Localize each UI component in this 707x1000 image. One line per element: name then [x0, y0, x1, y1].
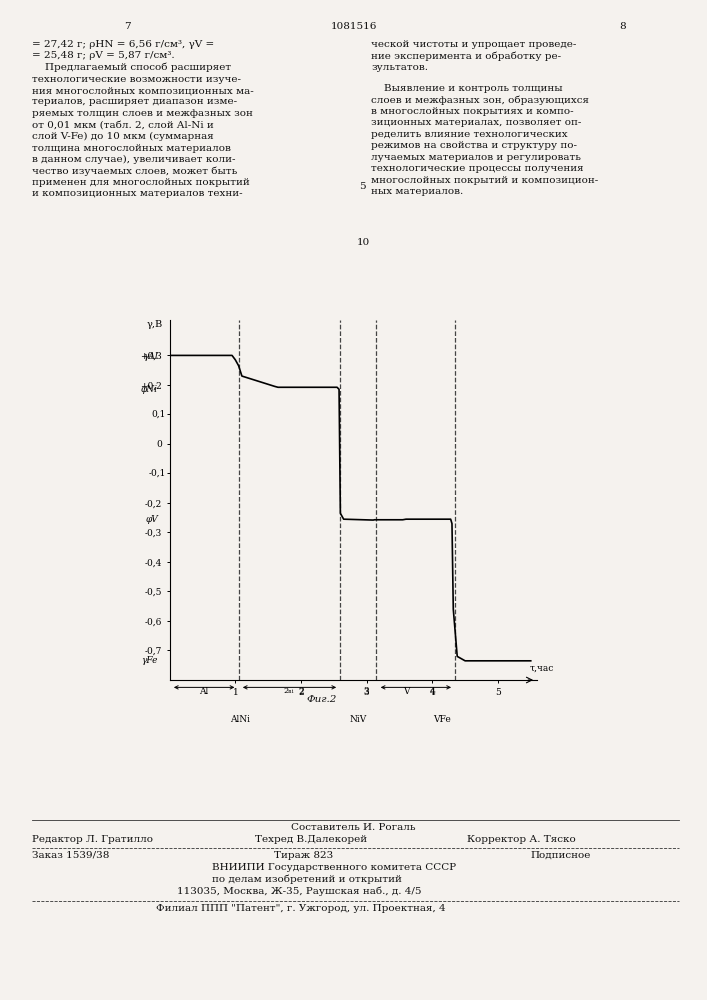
Text: φNi: φNi — [141, 385, 158, 394]
Text: в многослойных покрытиях и компо-: в многослойных покрытиях и компо- — [371, 107, 574, 116]
Text: Заказ 1539/38: Заказ 1539/38 — [32, 851, 109, 860]
Text: τ,час: τ,час — [530, 664, 554, 673]
Text: Тираж 823: Тираж 823 — [274, 851, 334, 860]
Text: 2ₙᵢ: 2ₙᵢ — [284, 687, 295, 695]
Text: = 27,42 г; ρНN = 6,56 г/см³, γV =: = 27,42 г; ρНN = 6,56 г/см³, γV = — [32, 40, 214, 49]
Text: ных материалов.: ных материалов. — [371, 187, 463, 196]
Text: 10: 10 — [357, 238, 370, 247]
Text: Корректор А. Тяско: Корректор А. Тяско — [467, 835, 575, 844]
Text: 0,1: 0,1 — [152, 410, 166, 419]
Text: 1081516: 1081516 — [330, 22, 377, 31]
Text: ние эксперимента и обработку ре-: ние эксперимента и обработку ре- — [371, 51, 561, 61]
Text: -0,1: -0,1 — [148, 469, 166, 478]
Text: применен для многослойных покрытий: применен для многослойных покрытий — [32, 178, 250, 187]
Text: ния многослойных композиционных ма-: ния многослойных композиционных ма- — [32, 86, 254, 95]
Text: Техред В.Далекорей: Техред В.Далекорей — [255, 835, 367, 844]
Text: чество изучаемых слоев, может быть: чество изучаемых слоев, может быть — [32, 167, 237, 176]
Text: толщина многослойных материалов: толщина многослойных материалов — [32, 144, 230, 153]
Text: териалов, расширяет диапазон изме-: териалов, расширяет диапазон изме- — [32, 98, 237, 106]
Text: Редактор Л. Гратилло: Редактор Л. Гратилло — [32, 835, 153, 844]
Text: 7: 7 — [124, 22, 131, 31]
Text: γ,B: γ,B — [147, 320, 163, 329]
Text: γFe: γFe — [141, 656, 158, 665]
Text: AlNi: AlNi — [230, 715, 250, 724]
Text: лучаемых материалов и регулировать: лучаемых материалов и регулировать — [371, 153, 581, 162]
Text: Подписное: Подписное — [530, 851, 590, 860]
Text: 5: 5 — [359, 182, 366, 191]
Text: γAl: γAl — [143, 352, 158, 361]
Text: φV: φV — [145, 515, 158, 524]
Text: Составитель И. Рогаль: Составитель И. Рогаль — [291, 823, 416, 832]
Text: зультатов.: зультатов. — [371, 63, 428, 72]
Text: слой V-Fe) до 10 мкм (суммарная: слой V-Fe) до 10 мкм (суммарная — [32, 132, 214, 141]
Text: NiV: NiV — [349, 715, 367, 724]
Text: V: V — [403, 687, 409, 696]
Text: от 0,01 мкм (табл. 2, слой Al-Ni и: от 0,01 мкм (табл. 2, слой Al-Ni и — [32, 120, 214, 129]
Text: по делам изобретений и открытий: по делам изобретений и открытий — [212, 875, 402, 884]
Text: ряемых толщин слоев и межфазных зон: ряемых толщин слоев и межфазных зон — [32, 109, 252, 118]
Text: зиционных материалаx, позволяет оп-: зиционных материалаx, позволяет оп- — [371, 118, 582, 127]
Text: технологические возможности изуче-: технологические возможности изуче- — [32, 75, 241, 84]
Text: 3: 3 — [364, 687, 370, 696]
Text: многослойных покрытий и композицион-: многослойных покрытий и композицион- — [371, 176, 598, 185]
Text: Фиг.2: Фиг.2 — [307, 695, 337, 704]
Text: ределить влияние технологических: ределить влияние технологических — [371, 130, 568, 139]
Text: = 25,48 г; ρV = 5,87 г/см³.: = 25,48 г; ρV = 5,87 г/см³. — [32, 51, 175, 60]
Text: Выявление и контроль толщины: Выявление и контроль толщины — [371, 84, 563, 93]
Text: и композиционных материалов техни-: и композиционных материалов техни- — [32, 190, 243, 198]
Text: режимов на свойства и структуру по-: режимов на свойства и структуру по- — [371, 141, 577, 150]
Text: 2: 2 — [298, 687, 304, 696]
Text: 4: 4 — [429, 687, 435, 696]
Text: в данном случае), увеличивает коли-: в данном случае), увеличивает коли- — [32, 155, 235, 164]
Text: слоев и межфазных зон, образующихся: слоев и межфазных зон, образующихся — [371, 95, 589, 105]
Text: VFe: VFe — [433, 715, 451, 724]
Text: Предлагаемый способ расширяет: Предлагаемый способ расширяет — [32, 63, 231, 73]
Text: 113035, Москва, Ж-35, Раушская наб., д. 4/5: 113035, Москва, Ж-35, Раушская наб., д. … — [177, 887, 421, 896]
Text: ВНИИПИ Государственного комитета СССР: ВНИИПИ Государственного комитета СССР — [212, 863, 456, 872]
Text: Al: Al — [199, 687, 209, 696]
Text: технологические процессы получения: технологические процессы получения — [371, 164, 584, 173]
Text: 8: 8 — [619, 22, 626, 31]
Text: Филиал ППП "Патент", г. Ужгород, ул. Проектная, 4: Филиал ППП "Патент", г. Ужгород, ул. Про… — [156, 904, 445, 913]
Text: ческой чистоты и упрощает проведе-: ческой чистоты и упрощает проведе- — [371, 40, 576, 49]
